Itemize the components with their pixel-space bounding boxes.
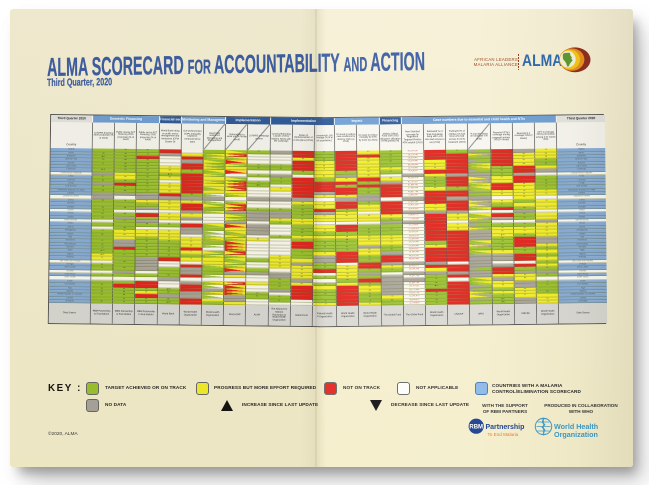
svg-text:RBM: RBM	[469, 425, 483, 431]
svg-text:Partnership: Partnership	[486, 424, 525, 431]
svg-text:World Health: World Health	[554, 422, 598, 431]
svg-text:Organization: Organization	[554, 430, 598, 439]
svg-text:To End Malaria: To End Malaria	[488, 432, 519, 437]
